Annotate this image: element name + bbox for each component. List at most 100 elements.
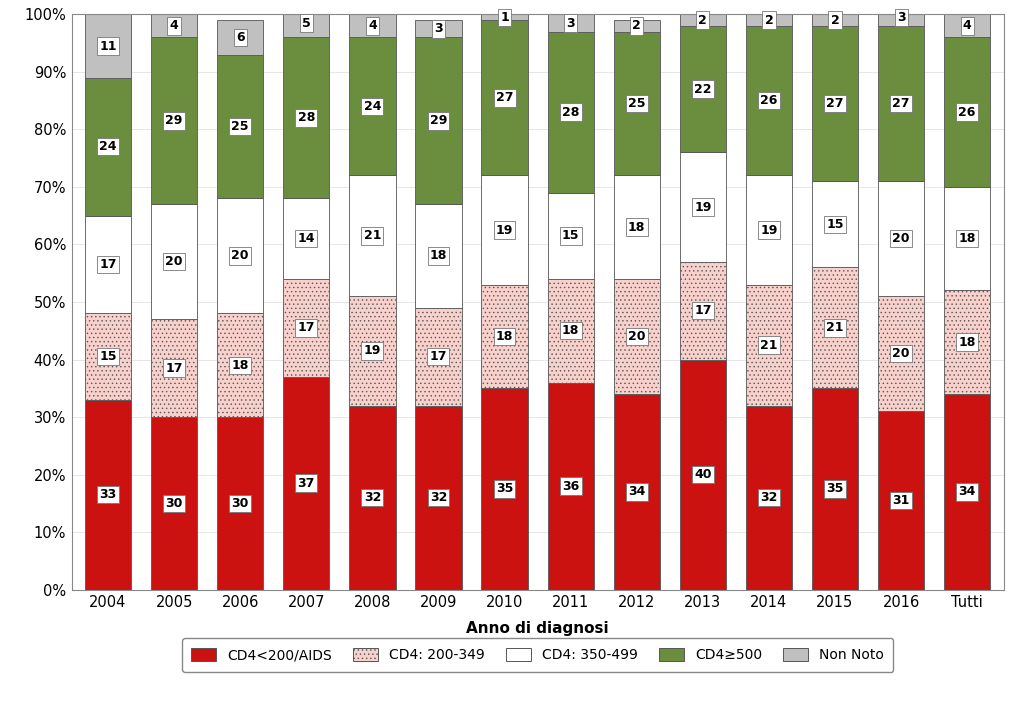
Bar (680, 14, 726, 26)
Text: 32: 32 (760, 491, 777, 504)
Text: 35: 35 (496, 482, 513, 495)
Text: 18: 18 (231, 359, 249, 372)
Text: 24: 24 (99, 140, 117, 153)
Text: 3: 3 (566, 17, 574, 29)
Bar (481, 20, 527, 175)
Text: 32: 32 (430, 491, 447, 504)
Bar (217, 417, 263, 590)
Text: 28: 28 (298, 111, 315, 124)
Bar (151, 204, 198, 319)
X-axis label: Anno di diagnosi: Anno di diagnosi (466, 621, 609, 636)
Bar (613, 32, 659, 175)
Bar (85, 78, 131, 216)
Text: 22: 22 (694, 83, 712, 96)
Bar (416, 37, 462, 204)
Bar (878, 181, 925, 296)
Text: 19: 19 (694, 201, 712, 214)
Text: 18: 18 (430, 249, 447, 262)
Text: 17: 17 (298, 321, 315, 334)
Bar (416, 20, 462, 37)
Bar (548, 193, 594, 279)
Bar (812, 26, 858, 181)
Text: 2: 2 (765, 14, 773, 27)
Text: 33: 33 (99, 488, 117, 501)
Bar (745, 285, 792, 406)
Bar (416, 308, 462, 406)
Legend: CD4<200/AIDS, CD4: 200-349, CD4: 350-499, CD4≥500, Non Noto: CD4<200/AIDS, CD4: 200-349, CD4: 350-499… (181, 638, 894, 672)
Text: 18: 18 (958, 232, 976, 245)
Bar (812, 181, 858, 267)
Text: 19: 19 (760, 224, 777, 237)
Bar (745, 406, 792, 590)
Text: 17: 17 (694, 304, 712, 317)
Text: 19: 19 (496, 224, 513, 237)
Text: 18: 18 (628, 221, 645, 234)
Text: 25: 25 (628, 97, 645, 110)
Text: 2: 2 (698, 14, 708, 27)
Text: 21: 21 (826, 321, 844, 334)
Text: 27: 27 (496, 91, 513, 104)
Text: 18: 18 (496, 330, 513, 343)
Bar (548, 383, 594, 590)
Text: 15: 15 (826, 218, 844, 231)
Text: 37: 37 (298, 477, 315, 490)
Bar (217, 198, 263, 313)
Text: 19: 19 (364, 344, 381, 357)
Text: 35: 35 (826, 482, 844, 495)
Bar (151, 14, 198, 37)
Bar (284, 198, 330, 279)
Bar (878, 9, 925, 26)
Bar (481, 285, 527, 388)
Bar (284, 9, 330, 37)
Bar (812, 14, 858, 26)
Text: 34: 34 (628, 485, 645, 498)
Bar (85, 216, 131, 313)
Bar (548, 32, 594, 193)
Text: 20: 20 (892, 347, 910, 360)
Bar (613, 20, 659, 32)
Bar (878, 296, 925, 411)
Bar (548, 279, 594, 383)
Bar (812, 388, 858, 590)
Bar (151, 37, 198, 204)
Bar (613, 279, 659, 394)
Bar (349, 14, 395, 37)
Bar (349, 37, 395, 175)
Bar (680, 262, 726, 360)
Text: 20: 20 (231, 249, 249, 262)
Bar (878, 26, 925, 181)
Bar (613, 175, 659, 279)
Bar (944, 14, 990, 37)
Text: 17: 17 (430, 350, 447, 363)
Bar (745, 26, 792, 175)
Text: 21: 21 (364, 229, 381, 242)
Text: 26: 26 (958, 106, 976, 119)
Text: 29: 29 (166, 114, 183, 127)
Text: 20: 20 (165, 255, 183, 268)
Text: 27: 27 (826, 97, 844, 110)
Bar (217, 55, 263, 198)
Bar (284, 37, 330, 198)
Bar (481, 14, 527, 20)
Bar (151, 319, 198, 417)
Bar (745, 14, 792, 26)
Bar (284, 279, 330, 377)
Text: 6: 6 (236, 31, 245, 44)
Bar (680, 360, 726, 590)
Text: 20: 20 (892, 232, 910, 245)
Text: 21: 21 (760, 339, 777, 352)
Text: 27: 27 (892, 97, 910, 110)
Bar (944, 187, 990, 290)
Text: 2: 2 (830, 14, 840, 27)
Text: 25: 25 (231, 120, 249, 133)
Bar (349, 175, 395, 296)
Bar (416, 204, 462, 308)
Text: 29: 29 (430, 114, 447, 127)
Text: 31: 31 (892, 494, 909, 507)
Bar (217, 313, 263, 417)
Bar (85, 14, 131, 78)
Text: 4: 4 (170, 19, 178, 32)
Text: 15: 15 (562, 229, 580, 242)
Text: 26: 26 (760, 94, 777, 107)
Bar (481, 175, 527, 285)
